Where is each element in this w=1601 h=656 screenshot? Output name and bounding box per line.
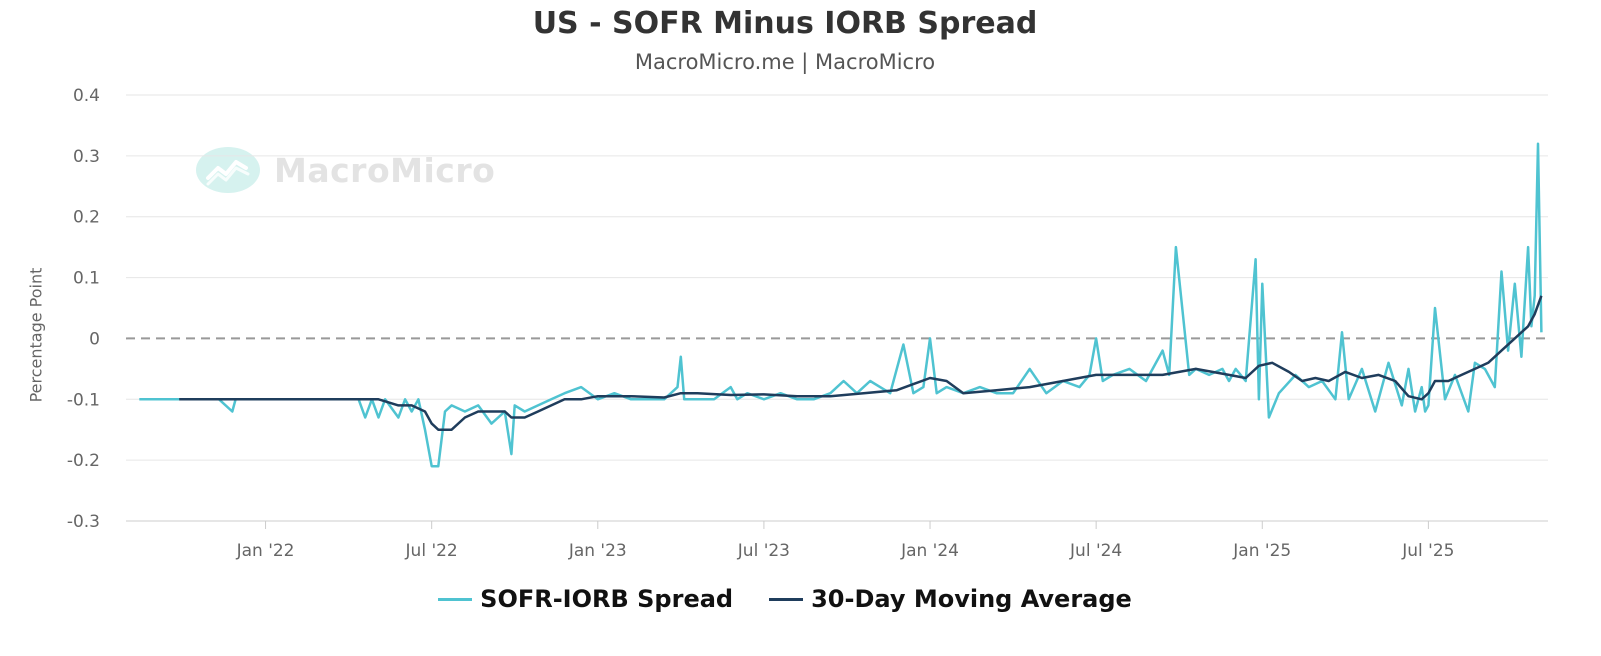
x-tick-label: Jul '23	[737, 541, 790, 561]
series-layer	[139, 142, 1543, 468]
y-tick-label: -0.1	[67, 390, 100, 410]
x-tick-label: Jan '22	[236, 541, 295, 561]
y-axis-ticks: 0.4 0.3 0.2 0.1 0 -0.1 -0.2 -0.3	[67, 86, 100, 532]
grid-layer	[126, 94, 1548, 522]
y-tick-label: 0.3	[73, 147, 100, 167]
series-line-sofr-iorb-spread	[139, 142, 1543, 468]
watermark-text: MacroMicro	[274, 150, 496, 190]
x-tick-label: Jul '25	[1401, 541, 1454, 561]
x-tick-label: Jul '24	[1069, 541, 1122, 561]
legend-label-spread: SOFR-IORB Spread	[480, 585, 734, 613]
y-tick-label: -0.3	[67, 512, 100, 532]
chart-title: US - SOFR Minus IORB Spread	[532, 6, 1038, 41]
y-tick-label: -0.2	[67, 451, 100, 471]
legend-item-spread[interactable]: SOFR-IORB Spread	[438, 585, 733, 613]
legend-swatch-spread	[438, 597, 473, 601]
legend-item-moving-average[interactable]: 30-Day Moving Average	[769, 585, 1132, 613]
legend-label-moving-average: 30-Day Moving Average	[811, 585, 1132, 613]
x-tick-label: Jan '24	[900, 541, 959, 561]
legend-swatch-moving-average	[769, 597, 804, 601]
x-axis: Jan '22 Jul '22 Jan '23 Jul '23 Jan '24 Jul '…	[126, 520, 1548, 561]
legend: SOFR-IORB Spread 30-Day Moving Average	[0, 585, 1570, 613]
macromicro-logo-icon	[196, 147, 260, 193]
y-tick-label: 0	[89, 329, 100, 349]
chart-subtitle: MacroMicro.me | MacroMicro	[634, 50, 936, 74]
watermark: MacroMicro	[196, 146, 495, 194]
y-tick-label: 0.4	[73, 86, 100, 106]
y-tick-label: 0.2	[73, 208, 100, 228]
series-line-30-day-moving-average	[179, 295, 1543, 431]
y-tick-label: 0.1	[73, 269, 100, 289]
x-tick-label: Jan '25	[1232, 541, 1291, 561]
x-tick-label: Jul '22	[405, 541, 458, 561]
x-tick-label: Jan '23	[568, 541, 627, 561]
